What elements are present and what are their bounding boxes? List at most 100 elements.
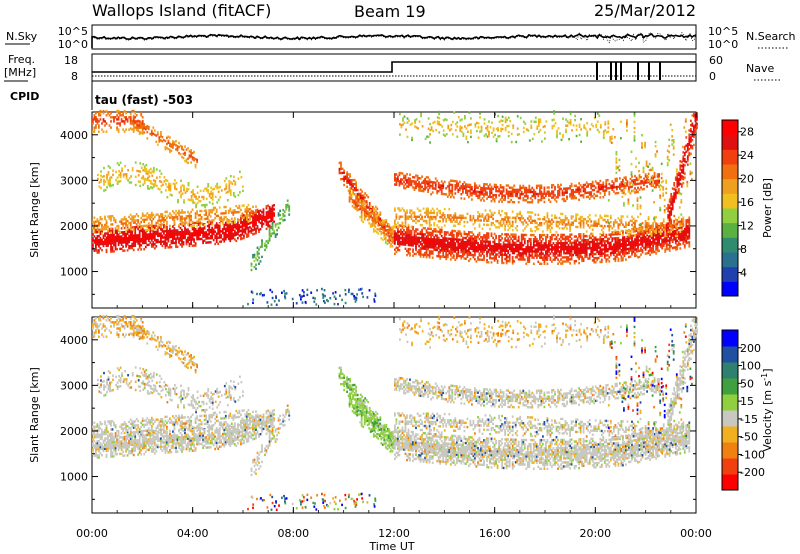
power-cell <box>140 131 143 134</box>
power-cell <box>422 255 425 258</box>
power-cell <box>268 212 271 215</box>
power-cell <box>587 240 590 244</box>
power-cell <box>511 239 514 242</box>
power-cell <box>458 254 461 258</box>
power-cell <box>475 260 478 263</box>
power-cell <box>221 230 224 233</box>
power-cell <box>543 244 546 247</box>
power-cell <box>98 251 100 254</box>
power-cell <box>614 231 617 234</box>
power-cell <box>120 218 123 221</box>
power-cell <box>570 243 573 247</box>
power-cell <box>376 211 379 214</box>
power-cell <box>440 249 443 252</box>
power-cell <box>445 233 448 236</box>
power-cell <box>478 223 481 226</box>
power-cell <box>631 238 633 242</box>
power-cell <box>582 251 585 254</box>
power-cell <box>591 253 594 256</box>
power-cell <box>229 229 232 232</box>
power-cell <box>105 238 108 241</box>
power-cell <box>356 205 359 208</box>
power-cell <box>428 246 431 249</box>
power-cell <box>594 220 597 223</box>
power-cell <box>548 240 550 243</box>
power-cell <box>483 258 485 262</box>
power-cell <box>230 237 233 240</box>
power-cell <box>418 251 420 254</box>
power-cell <box>166 142 168 146</box>
power-cell <box>626 252 629 255</box>
power-cell <box>179 243 182 246</box>
power-cell <box>369 225 372 228</box>
power-cell <box>471 235 473 238</box>
power-cell <box>184 230 186 234</box>
power-cell <box>191 208 194 211</box>
power-cell <box>508 220 511 223</box>
power-cell <box>118 180 120 183</box>
power-cell <box>661 234 664 237</box>
power-cell <box>569 235 571 238</box>
power-cell <box>549 242 552 245</box>
power-cell <box>150 213 153 217</box>
power-cell <box>149 233 152 236</box>
power-cell <box>508 222 511 225</box>
power-cell <box>514 218 517 222</box>
power-cell <box>151 186 154 190</box>
power-cell <box>415 246 417 250</box>
power-cell <box>214 224 217 227</box>
power-cell <box>146 187 149 190</box>
power-cell <box>117 118 120 121</box>
power-cell <box>157 187 160 190</box>
power-cell <box>187 223 189 226</box>
power-cell <box>355 184 357 188</box>
power-cell <box>111 250 114 253</box>
power-cell <box>566 250 568 253</box>
power-cell <box>523 219 526 222</box>
power-cell <box>549 252 552 255</box>
power-cell <box>640 230 642 234</box>
power-cell <box>253 218 256 221</box>
power-cell <box>374 215 377 218</box>
power-cell <box>517 237 520 241</box>
power-cell <box>419 236 422 240</box>
power-cell <box>120 220 123 223</box>
power-cell <box>363 218 366 221</box>
power-cell <box>122 239 124 242</box>
power-cell <box>443 233 446 236</box>
power-cell <box>567 219 570 222</box>
power-cell <box>682 232 685 235</box>
power-cell <box>160 180 163 184</box>
power-cell <box>593 261 596 264</box>
power-cell <box>576 249 579 252</box>
power-cell <box>143 177 146 181</box>
power-cell <box>126 228 129 231</box>
power-cell <box>445 257 448 261</box>
power-cell <box>200 227 203 230</box>
power-cell <box>178 141 180 145</box>
power-cell <box>158 215 161 218</box>
power-cell <box>179 233 182 236</box>
power-cell <box>588 236 591 240</box>
power-cell <box>355 186 357 190</box>
power-cell <box>644 229 647 233</box>
power-cell <box>529 242 532 245</box>
power-cell <box>682 216 685 219</box>
power-cell <box>539 254 541 257</box>
power-cell <box>637 247 639 251</box>
power-cell <box>564 256 567 259</box>
power-cell <box>164 236 167 239</box>
power-cell <box>150 220 153 223</box>
power-cell <box>131 215 134 218</box>
power-cell <box>113 235 115 239</box>
power-cell <box>181 209 183 212</box>
power-cell <box>478 254 481 257</box>
power-cell <box>125 243 127 246</box>
power-cell <box>170 246 173 249</box>
power-cell <box>104 227 106 231</box>
power-cell <box>481 227 484 230</box>
power-cell <box>400 243 402 246</box>
power-cell <box>103 166 105 170</box>
power-cell <box>215 208 218 211</box>
power-cell <box>140 225 143 228</box>
